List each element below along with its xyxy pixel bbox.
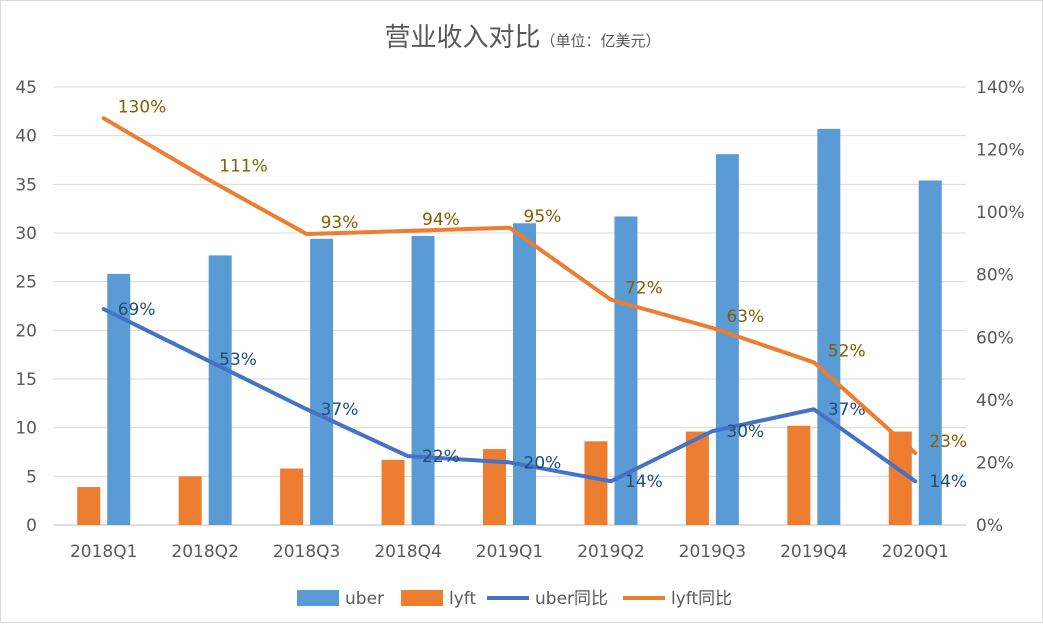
x-tick-label: 2018Q4 [374, 542, 441, 562]
y-right-tick-label: 20% [976, 453, 1014, 473]
x-tick-label: 2019Q3 [679, 542, 746, 562]
bar-uber [208, 255, 232, 526]
bar-uber [817, 128, 841, 525]
bar-lyft [178, 476, 202, 525]
data-label-uber-yoy: 20% [524, 453, 562, 473]
y-right-tick-label: 140% [976, 78, 1025, 98]
bar-lyft [483, 449, 506, 525]
y-right-tick-label: 100% [976, 203, 1025, 223]
y-left-tick-label: 10 [15, 419, 37, 439]
data-label-lyft-yoy: 95% [524, 207, 562, 227]
data-label-lyft-yoy: 94% [422, 210, 460, 230]
legend-swatch [297, 590, 339, 606]
bar-uber [918, 180, 942, 525]
chart-title: 营业收入对比（单位：亿美元） [1, 17, 1043, 54]
bar-lyft [77, 487, 101, 525]
bar-uber [614, 216, 638, 525]
data-label-lyft-yoy: 93% [321, 213, 359, 233]
legend-label: uber [345, 589, 384, 609]
data-label-lyft-yoy: 52% [828, 341, 866, 361]
data-label-lyft-yoy: 130% [118, 97, 167, 117]
y-right-tick-label: 120% [976, 141, 1025, 161]
data-label-uber-yoy: 14% [625, 472, 663, 492]
x-tick-label: 2020Q1 [882, 542, 949, 562]
x-tick-label: 2019Q4 [780, 542, 847, 562]
bar-lyft [381, 459, 405, 525]
legend-swatch [401, 590, 443, 606]
chart-title-text: 营业收入对比 [384, 23, 541, 53]
legend-item: lyft [401, 589, 476, 609]
data-label-uber-yoy: 37% [828, 400, 866, 420]
y-left-tick-label: 25 [15, 273, 37, 293]
bar-lyft [584, 441, 608, 525]
bar-lyft [685, 431, 709, 525]
legend-item: lyft同比 [623, 589, 732, 609]
y-left-tick-label: 35 [15, 175, 37, 195]
data-label-lyft-yoy: 111% [219, 157, 268, 177]
data-label-uber-yoy: 69% [118, 300, 156, 320]
data-label-uber-yoy: 53% [219, 350, 257, 370]
bar-uber [310, 238, 334, 525]
y-left-tick-label: 5 [26, 467, 37, 487]
bar-lyft [888, 431, 912, 525]
data-label-uber-yoy: 22% [422, 447, 460, 467]
bar-uber [411, 235, 435, 526]
y-left-tick-label: 30 [15, 224, 37, 244]
legend-item: uber [297, 589, 384, 609]
line-uber-yoy [101, 307, 918, 484]
x-tick-label: 2018Q2 [171, 542, 238, 562]
bar-lyft [787, 425, 811, 525]
data-label-lyft-yoy: 63% [726, 307, 764, 327]
y-left-tick-label: 20 [15, 321, 37, 341]
x-tick-label: 2019Q2 [577, 542, 644, 562]
bar-uber [107, 273, 131, 525]
line-lyft-yoy [101, 116, 918, 456]
bar-uber [513, 223, 536, 525]
data-label-uber-yoy: 14% [929, 472, 967, 492]
legend-item: uber同比 [487, 589, 608, 609]
y-left-tick-label: 15 [15, 370, 37, 390]
x-tick-label: 2018Q1 [70, 542, 137, 562]
data-label-uber-yoy: 37% [321, 400, 359, 420]
legend-label: uber同比 [535, 589, 608, 609]
y-left-tick-label: 40 [15, 127, 37, 147]
data-label-lyft-yoy: 72% [625, 279, 663, 299]
y-left-tick-label: 45 [15, 78, 37, 98]
y-right-tick-label: 40% [976, 391, 1014, 411]
data-label-lyft-yoy: 23% [929, 432, 967, 452]
data-label-uber-yoy: 30% [726, 422, 764, 442]
x-tick-label: 2019Q1 [476, 542, 543, 562]
chart-unit-text: （单位：亿美元） [540, 32, 661, 50]
y-right-tick-label: 80% [976, 266, 1014, 286]
y-right-tick-label: 60% [976, 328, 1014, 348]
y-left-tick-label: 0 [26, 516, 37, 536]
bar-lyft [280, 468, 304, 525]
x-tick-label: 2018Q3 [273, 542, 340, 562]
y-right-tick-label: 0% [976, 516, 1003, 536]
bar-uber [715, 154, 739, 525]
legend-label: lyft同比 [671, 589, 732, 609]
legend-label: lyft [449, 589, 476, 609]
